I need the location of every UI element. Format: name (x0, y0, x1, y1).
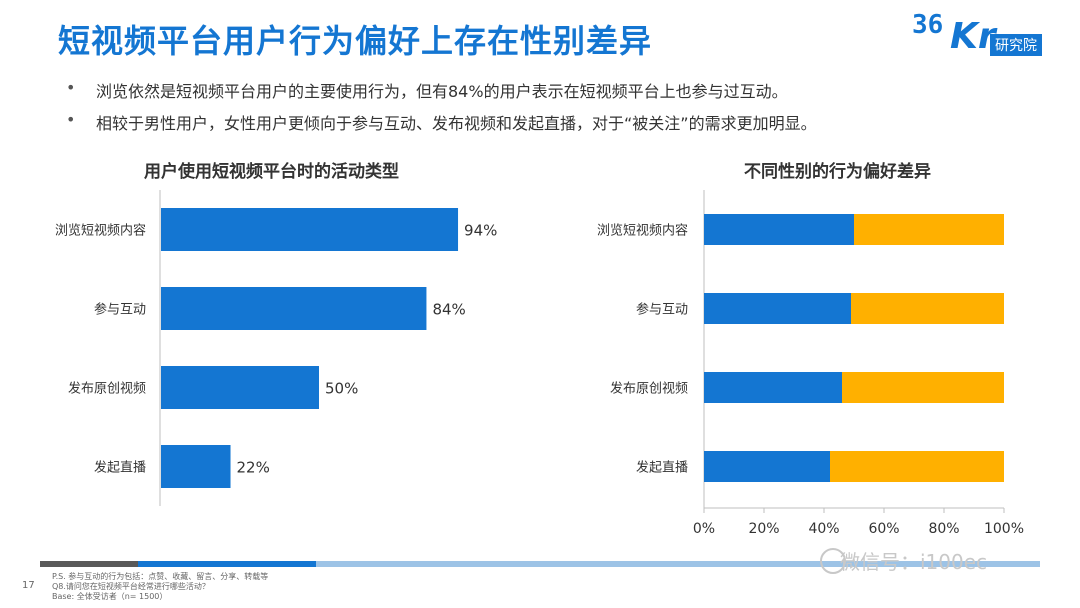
gender-stacked-bar-chart: 0%20%40%60%80%100%浏览短视频内容参与互动发布原创视频发起直播男… (597, 190, 1024, 537)
page-title: 短视频平台用户行为偏好上存在性别差异 (58, 22, 653, 60)
bar-1 (161, 287, 427, 330)
bar-segment-male (704, 372, 842, 403)
bar-segment-male (704, 293, 851, 324)
bar-segment-female (854, 214, 1004, 245)
bar-0 (161, 208, 459, 251)
category-label: 发布原创视频 (68, 381, 146, 397)
category-label: 浏览短视频内容 (597, 223, 688, 239)
x-tick-label: 100% (984, 521, 1024, 537)
footnote-line: Q8.请问您在短视频平台经常进行哪些活动？ (52, 582, 210, 591)
footer-bar-light (316, 561, 1040, 567)
bar-segment-female (851, 293, 1004, 324)
x-tick-label: 80% (928, 521, 959, 537)
logo-letters: Kr (950, 16, 996, 57)
x-tick-label: 20% (748, 521, 779, 537)
category-label: 参与互动 (94, 302, 146, 318)
bullet-item: 相较于男性用户，女性用户更倾向于参与互动、发布视频和发起直播，对于“被关注”的需… (66, 110, 817, 134)
footnote-line: P.S. 参与互动的行为包括：点赞、收藏、留言、分享、转载等 (52, 572, 269, 581)
left-chart-title: 用户使用短视频平台时的活动类型 (144, 162, 399, 182)
wechat-icon (820, 548, 846, 574)
data-label: 22% (237, 459, 270, 477)
x-tick-label: 60% (868, 521, 899, 537)
category-label: 发起直播 (94, 460, 146, 476)
x-tick-label: 40% (808, 521, 839, 537)
data-label: 94% (464, 222, 497, 240)
category-label: 发布原创视频 (610, 381, 688, 397)
data-label: 50% (325, 380, 358, 398)
footnote-line: Base: 全体受访者（n= 1500） (52, 592, 168, 601)
bullet-list: 浏览依然是短视频平台用户的主要使用行为，但有84%的用户表示在短视频平台上也参与… (66, 78, 817, 142)
bar-3 (161, 445, 231, 488)
category-label: 发起直播 (636, 460, 688, 476)
footnotes: P.S. 参与互动的行为包括：点赞、收藏、留言、分享、转载等 Q8.请问您在短视… (52, 572, 268, 602)
right-chart-title: 不同性别的行为偏好差异 (744, 162, 931, 182)
watermark: 微信号：i100ec (840, 550, 988, 574)
activity-bar-chart: 浏览短视频内容 94% 参与互动 84% 发布原创视频 50% 发起直播 22% (55, 190, 497, 506)
category-label: 浏览短视频内容 (55, 223, 146, 239)
bullet-item: 浏览依然是短视频平台用户的主要使用行为，但有84%的用户表示在短视频平台上也参与… (66, 78, 817, 102)
bar-segment-female (842, 372, 1004, 403)
page-number: 17 (22, 580, 35, 591)
bar-segment-male (704, 451, 830, 482)
bar-segment-male (704, 214, 854, 245)
data-label: 84% (432, 301, 465, 319)
bar-segment-female (830, 451, 1004, 482)
logo-institute: 研究院 (990, 34, 1042, 56)
x-tick-label: 0% (693, 521, 715, 537)
logo: 36 Kr 研究院 (912, 8, 1062, 58)
bar-2 (161, 366, 319, 409)
logo-number: 36 (912, 10, 944, 40)
footer-bar-accent (138, 561, 316, 567)
footer-bar-dark (40, 561, 138, 567)
category-label: 参与互动 (636, 302, 688, 318)
